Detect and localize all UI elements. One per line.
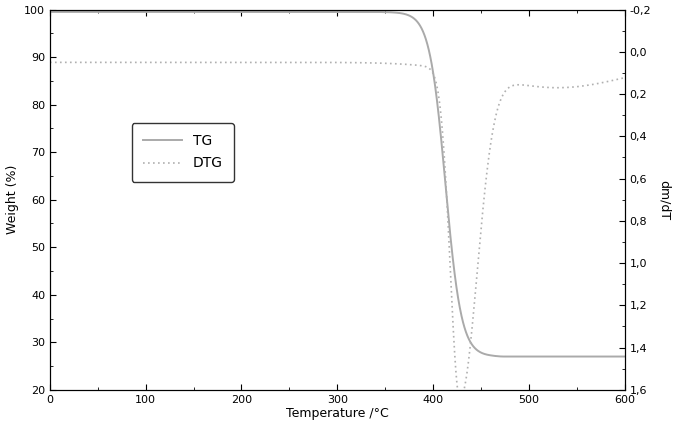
Line: DTG: DTG	[50, 62, 625, 399]
Legend: TG, DTG: TG, DTG	[132, 123, 234, 181]
DTG	[604, 79, 612, 84]
TG	[325, 9, 333, 14]
Y-axis label: dm/dT: dm/dT	[658, 180, 671, 220]
DTG	[621, 75, 629, 80]
TG	[46, 9, 54, 14]
TG	[604, 354, 612, 359]
DTG	[456, 396, 464, 401]
DTG	[46, 60, 54, 65]
DTG	[310, 60, 318, 65]
TG	[604, 354, 612, 359]
X-axis label: Temperature /°C: Temperature /°C	[286, 407, 389, 420]
DTG	[604, 79, 612, 84]
Line: TG: TG	[50, 12, 625, 357]
TG	[75, 9, 83, 14]
TG	[621, 354, 629, 359]
TG	[499, 354, 507, 359]
DTG	[325, 60, 333, 65]
DTG	[499, 93, 507, 98]
TG	[310, 9, 318, 14]
Y-axis label: Weight (%): Weight (%)	[5, 165, 18, 234]
DTG	[75, 60, 83, 65]
TG	[498, 354, 506, 359]
